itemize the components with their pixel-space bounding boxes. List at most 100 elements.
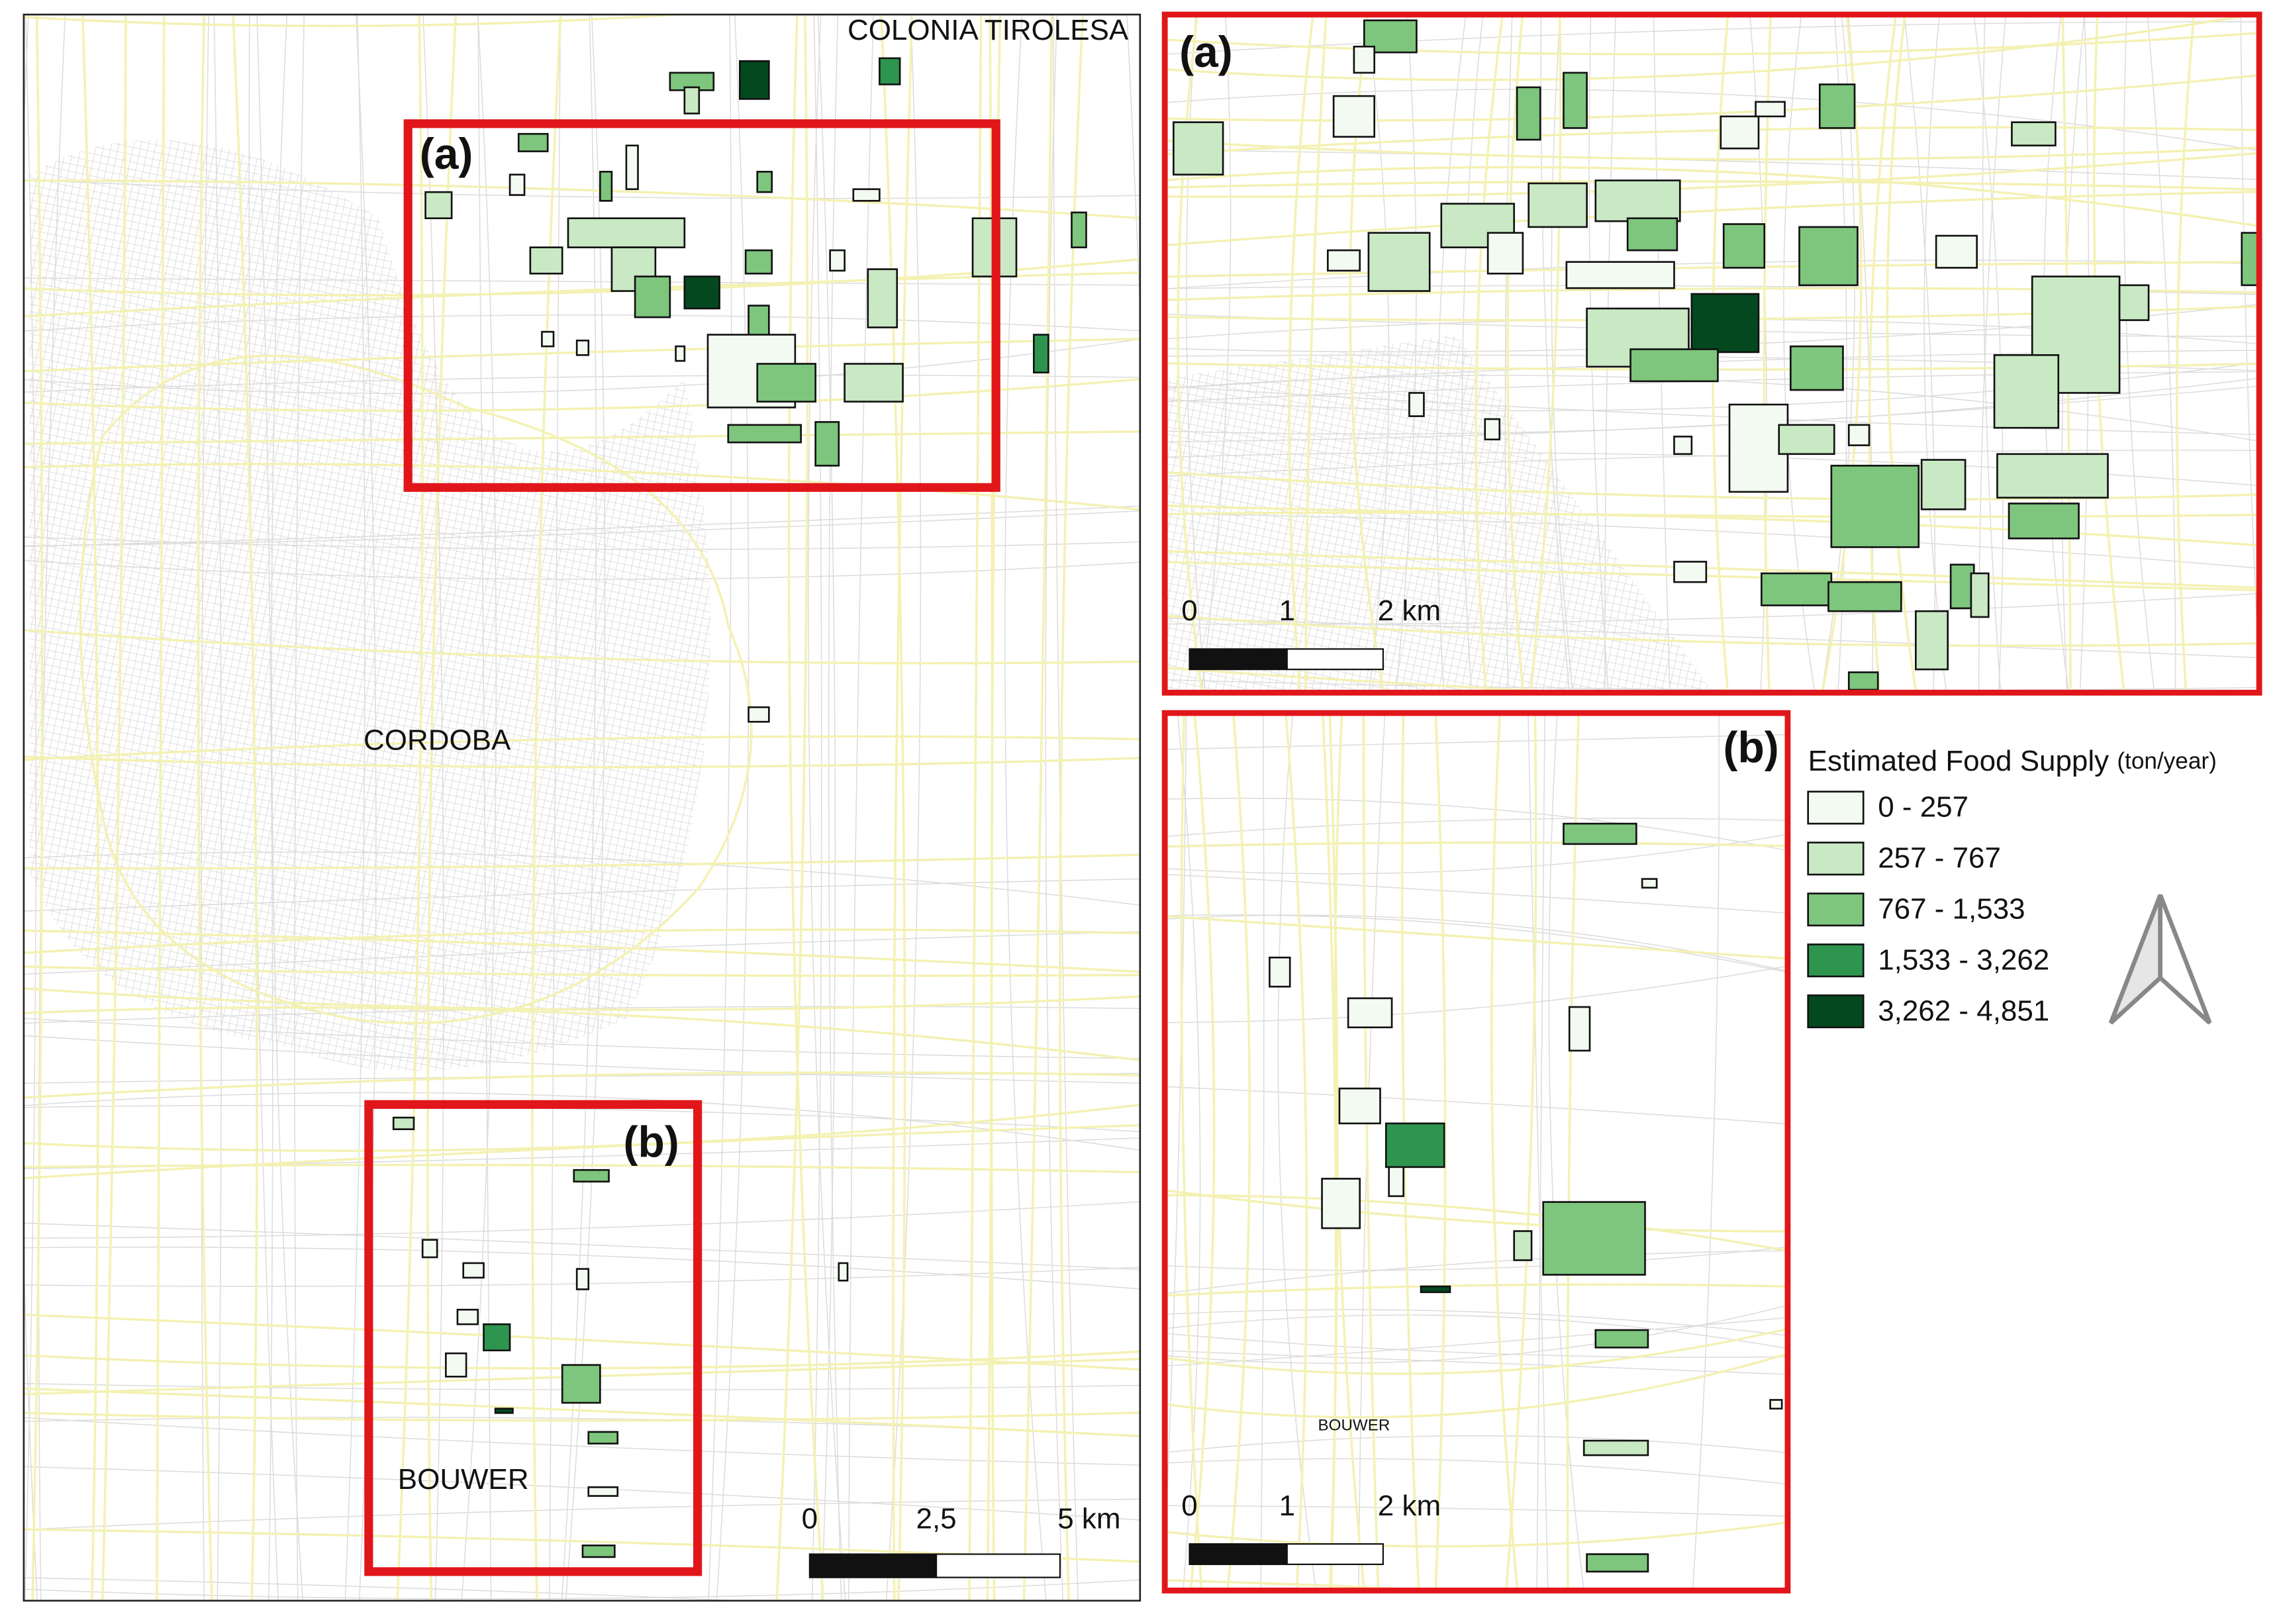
parcel	[462, 1262, 485, 1279]
scale-bar: 0 1 2 km	[1181, 1490, 1441, 1565]
road	[1506, 14, 1525, 693]
road	[1886, 14, 1918, 693]
parcel	[1568, 1006, 1591, 1052]
parcel	[1033, 334, 1049, 374]
road	[1362, 713, 1380, 1591]
parcel	[541, 330, 555, 348]
road	[23, 1018, 1140, 1059]
parcel	[625, 144, 639, 191]
parcel	[634, 275, 671, 318]
road	[880, 14, 906, 1601]
parcel	[727, 424, 802, 444]
parcel	[1673, 436, 1693, 455]
road	[1165, 1309, 1788, 1337]
parcel	[867, 268, 899, 328]
parcel	[1484, 418, 1501, 441]
place-label: COLONIA TIROLESA	[848, 14, 1129, 46]
parcel	[1367, 232, 1431, 292]
road	[1165, 561, 2260, 592]
parcel	[1818, 83, 1856, 129]
legend-swatch	[1807, 841, 1865, 876]
road	[23, 1498, 1140, 1531]
road	[1395, 14, 1417, 693]
parcel	[2118, 284, 2150, 321]
parcel	[445, 1352, 467, 1378]
road	[1165, 914, 1788, 973]
legend-label: 767 - 1,533	[1878, 893, 2025, 926]
parcel	[1722, 223, 1766, 269]
road	[23, 14, 695, 27]
parcel	[1594, 179, 1681, 222]
legend-swatch	[1807, 892, 1865, 927]
road	[2176, 14, 2196, 693]
main-map	[23, 14, 1140, 1601]
road	[1165, 1521, 1788, 1548]
road	[23, 1411, 1140, 1422]
road	[1165, 1086, 1788, 1125]
parcel	[1513, 1230, 1533, 1261]
parcel	[1384, 1122, 1445, 1169]
legend-label: 0 - 257	[1878, 791, 1968, 824]
road	[1923, 14, 1947, 693]
parcel	[1332, 95, 1376, 138]
parcel	[1565, 261, 1675, 289]
road	[1165, 511, 2260, 547]
road	[23, 258, 1140, 297]
parcel	[587, 1431, 619, 1445]
road	[23, 510, 1140, 547]
road	[23, 271, 1140, 318]
parcel	[1420, 1285, 1451, 1294]
ring-road	[79, 354, 753, 1025]
road	[1165, 1250, 1788, 1294]
parcel	[581, 1544, 616, 1558]
parcel	[1673, 561, 1708, 583]
inset-b-frame	[1161, 710, 1791, 1594]
road	[23, 1466, 1140, 1521]
parcel	[879, 57, 901, 85]
parcel	[1830, 465, 1920, 548]
scale-label: 2 km	[1378, 595, 1441, 627]
scale-bar: 0 1 2 km	[1181, 595, 1441, 671]
inset-b-outline	[364, 1100, 703, 1576]
road	[23, 179, 1140, 220]
road	[23, 1006, 1140, 1024]
road	[1226, 713, 1251, 1591]
parcel	[2008, 502, 2080, 540]
parcel	[421, 1239, 438, 1259]
parcel	[587, 1486, 619, 1497]
road	[1165, 190, 2260, 247]
road	[1189, 713, 1216, 1591]
road	[1165, 549, 2260, 589]
road	[1165, 1505, 1788, 1517]
parcel	[1970, 572, 1990, 618]
parcel	[1563, 822, 1637, 845]
parcel	[529, 246, 563, 275]
road	[2147, 14, 2176, 693]
legend-swatch	[1807, 994, 1865, 1029]
road	[461, 14, 497, 1601]
parcel	[756, 363, 816, 403]
scale-bar: 0 2,5 5 km	[802, 1503, 1120, 1578]
road	[811, 14, 822, 1601]
parcel	[1321, 1178, 1361, 1229]
parcel	[575, 1268, 590, 1290]
road	[1530, 14, 1562, 693]
road	[197, 14, 213, 1601]
scale-label: 1	[1279, 1490, 1295, 1522]
scale-bar-segment	[1286, 1543, 1384, 1565]
road	[1366, 14, 1390, 693]
scale-bar-segment	[1189, 648, 1288, 671]
parcel	[1408, 392, 1425, 417]
road	[1177, 713, 1201, 1591]
inset-label: (a)	[420, 129, 473, 178]
road	[23, 851, 1140, 906]
road	[2123, 14, 2155, 693]
north-arrow	[2108, 894, 2212, 1025]
road	[1045, 14, 1064, 1601]
road	[344, 14, 365, 1601]
road	[1904, 14, 1936, 693]
road	[1285, 713, 1308, 1591]
road	[1165, 152, 2260, 198]
legend-title: Estimated Food Supply (ton/year)	[1808, 744, 2217, 777]
scale-bar-segment	[935, 1553, 1061, 1578]
